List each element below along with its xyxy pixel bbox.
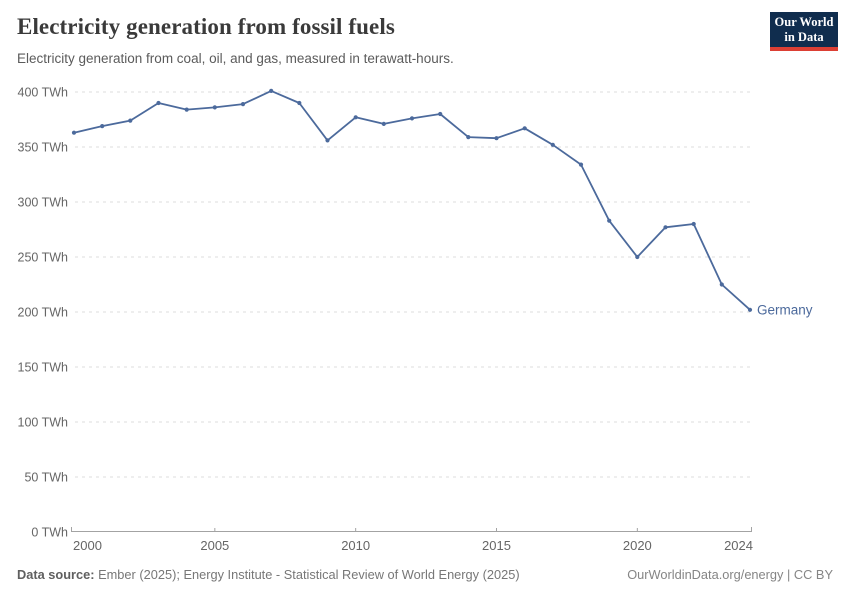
data-point-2019[interactable] bbox=[607, 218, 612, 223]
data-point-2002[interactable] bbox=[128, 118, 133, 123]
owid-logo[interactable]: Our World in Data bbox=[770, 12, 838, 51]
data-point-2006[interactable] bbox=[240, 102, 246, 107]
data-source-label: Data source: bbox=[17, 567, 95, 582]
chart-footer: Data source: Ember (2025); Energy Instit… bbox=[17, 567, 833, 582]
data-point-2008[interactable] bbox=[297, 100, 302, 106]
data-point-2000[interactable] bbox=[71, 130, 77, 135]
y-tick-label: 300 TWh bbox=[18, 196, 69, 210]
data-point-2001[interactable] bbox=[100, 124, 105, 129]
data-point-2024[interactable] bbox=[747, 307, 753, 312]
y-tick-label: 0 TWh bbox=[31, 526, 68, 540]
x-tick-label: 2005 bbox=[200, 538, 229, 553]
x-tick-label: 2010 bbox=[341, 538, 370, 553]
y-tick-label: 200 TWh bbox=[18, 306, 69, 320]
credit-link[interactable]: OurWorldinData.org/energy | CC BY bbox=[627, 567, 833, 582]
data-point-2016[interactable] bbox=[522, 126, 527, 131]
data-point-2017[interactable] bbox=[550, 142, 555, 147]
y-tick-label: 350 TWh bbox=[18, 141, 69, 155]
data-point-2018[interactable] bbox=[578, 162, 584, 167]
x-tick-label: 2015 bbox=[482, 538, 511, 553]
y-tick-label: 100 TWh bbox=[18, 416, 69, 430]
y-tick-label: 50 TWh bbox=[24, 471, 68, 485]
owid-logo-line2: in Data bbox=[784, 29, 824, 44]
data-point-2012[interactable] bbox=[409, 116, 415, 121]
data-point-2007[interactable] bbox=[269, 88, 274, 93]
germany-line[interactable] bbox=[73, 90, 751, 311]
x-tick-label: 2024 bbox=[724, 538, 753, 553]
y-tick-label: 250 TWh bbox=[18, 251, 69, 265]
y-tick-label: 150 TWh bbox=[18, 361, 69, 375]
data-point-2010[interactable] bbox=[353, 115, 358, 120]
data-source: Data source: Ember (2025); Energy Instit… bbox=[17, 567, 520, 582]
data-point-2013[interactable] bbox=[438, 111, 443, 117]
x-tick-label: 2000 bbox=[73, 538, 102, 553]
chart-title: Electricity generation from fossil fuels bbox=[17, 14, 395, 39]
owid-logo-line1: Our World bbox=[774, 14, 834, 29]
data-point-2004[interactable] bbox=[184, 107, 189, 112]
entity-label[interactable]: Germany bbox=[757, 302, 813, 317]
line-chart: 0 TWh 50 TWh 100 TWh 150 TWh 200 TWh 250 TWh 3… bbox=[18, 86, 813, 554]
chart-subtitle: Electricity generation from coal, oil, a… bbox=[17, 51, 454, 66]
data-point-2003[interactable] bbox=[156, 100, 161, 106]
data-point-2021[interactable] bbox=[663, 225, 668, 230]
data-point-2022[interactable] bbox=[691, 221, 696, 227]
data-point-2015[interactable] bbox=[494, 136, 499, 141]
data-point-2023[interactable] bbox=[719, 282, 724, 287]
data-point-2009[interactable] bbox=[325, 138, 330, 143]
x-tick-label: 2020 bbox=[623, 538, 652, 553]
y-tick-label: 400 TWh bbox=[18, 86, 69, 100]
data-point-2020[interactable] bbox=[635, 254, 640, 260]
data-point-2011[interactable] bbox=[381, 121, 386, 126]
data-point-2014[interactable] bbox=[466, 135, 471, 140]
data-source-text: Ember (2025); Energy Institute - Statist… bbox=[98, 567, 520, 582]
data-point-2005[interactable] bbox=[212, 105, 217, 110]
